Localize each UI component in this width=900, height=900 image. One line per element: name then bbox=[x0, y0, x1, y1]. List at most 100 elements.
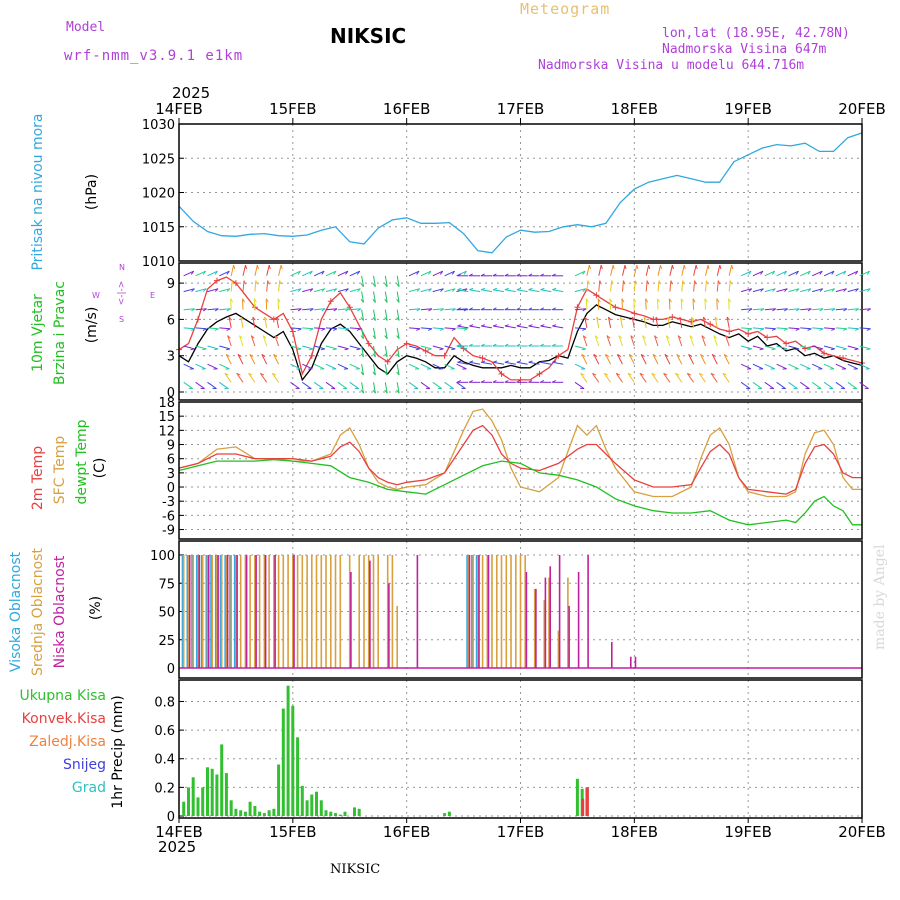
bar-cloud_high bbox=[219, 555, 222, 668]
wind-arrowhead bbox=[308, 348, 314, 351]
series-line-tsfc bbox=[178, 408, 862, 498]
wind-arrowhead bbox=[384, 389, 388, 394]
wind-arrowhead bbox=[191, 288, 195, 292]
gust-marker bbox=[764, 334, 771, 341]
wind-arrow bbox=[195, 381, 205, 390]
wind-arrowhead bbox=[695, 264, 698, 270]
bar-precip_total bbox=[353, 807, 356, 816]
wind-arrow bbox=[195, 270, 206, 277]
wind-arrow bbox=[314, 345, 325, 350]
wind-arrow bbox=[691, 317, 695, 328]
bar-precip_total bbox=[224, 773, 228, 816]
wind-arrowhead bbox=[689, 335, 694, 339]
model-label: Model bbox=[66, 20, 106, 35]
bar-cloud_mid bbox=[481, 555, 484, 668]
wind-arrow bbox=[290, 345, 302, 350]
wind-arrowhead bbox=[612, 264, 615, 270]
wind-arrow bbox=[195, 327, 207, 330]
wind-arrowhead bbox=[357, 288, 361, 292]
wind-arrow bbox=[824, 308, 836, 311]
wind-arrow bbox=[633, 264, 638, 276]
bar-cloud_low bbox=[535, 588, 537, 668]
wind-arrow bbox=[633, 280, 636, 292]
wind-arrow bbox=[516, 361, 528, 365]
wind-arrow bbox=[408, 288, 420, 293]
wind-arrowhead bbox=[582, 270, 586, 275]
wind-arrowhead bbox=[620, 316, 624, 321]
wind-arrow bbox=[693, 264, 697, 276]
wind-arrowhead bbox=[457, 379, 462, 383]
wind-arrow bbox=[764, 327, 776, 330]
wind-arrow bbox=[688, 354, 695, 365]
bar-precip_total bbox=[296, 737, 300, 816]
gust-marker bbox=[498, 370, 505, 377]
wind-arrowhead bbox=[633, 298, 637, 303]
wind-arrowhead bbox=[707, 264, 710, 270]
wind-arrow bbox=[609, 298, 612, 310]
wind-arrow bbox=[408, 345, 420, 350]
wind-arrow bbox=[314, 327, 326, 330]
wind-arrow bbox=[610, 280, 613, 292]
wind-arrowhead bbox=[551, 379, 556, 383]
bar-cloud_mid bbox=[206, 555, 209, 668]
wind-arrowhead bbox=[202, 288, 207, 292]
wind-arrowhead bbox=[191, 308, 195, 312]
wind-arrow bbox=[552, 325, 564, 329]
wind-arrowhead bbox=[582, 328, 587, 331]
wind-arrowhead bbox=[264, 316, 268, 321]
temp-unit-label: (C) bbox=[92, 458, 108, 479]
wind-arrowhead bbox=[516, 287, 521, 291]
x-date-label-bottom: 16FEB bbox=[383, 823, 430, 841]
x-date-label-bottom: 15FEB bbox=[269, 823, 316, 841]
bar-cloud_mid bbox=[263, 555, 266, 668]
wind-arrowhead bbox=[333, 308, 338, 312]
bar-cloud_mid bbox=[567, 577, 569, 668]
gust-marker bbox=[840, 355, 847, 362]
wind-arrowhead bbox=[463, 270, 467, 275]
wind-arrow bbox=[605, 354, 612, 365]
wind-arrowhead bbox=[540, 287, 545, 291]
wind-arrow bbox=[373, 291, 376, 303]
y-tick-label: 0.4 bbox=[154, 753, 175, 768]
gust-marker bbox=[612, 304, 619, 311]
wind-arrow bbox=[290, 270, 301, 277]
wind-arrow bbox=[273, 354, 280, 365]
wind-arrowhead bbox=[372, 298, 376, 303]
wind-arrow bbox=[432, 381, 443, 390]
panel-wind: 0 3 6 9 bbox=[167, 262, 865, 401]
wind-arrow bbox=[325, 270, 337, 277]
bar-precip_total bbox=[329, 811, 333, 816]
bar-cloud_low bbox=[630, 656, 632, 668]
wind-arrow bbox=[373, 382, 376, 394]
wind-arrowhead bbox=[783, 270, 787, 275]
wind-arrowhead bbox=[854, 270, 859, 275]
wind-arrowhead bbox=[657, 298, 661, 303]
gust-marker bbox=[650, 316, 657, 323]
wind-arrowhead bbox=[795, 308, 800, 312]
wind-arrowhead bbox=[866, 328, 871, 331]
bar-precip_total bbox=[229, 800, 233, 816]
wind-arrowhead bbox=[267, 280, 270, 285]
wind-arrowhead bbox=[202, 270, 207, 275]
wind-arrowhead bbox=[233, 264, 236, 270]
wind-arrowhead bbox=[428, 270, 432, 275]
bar-cloud_mid bbox=[211, 555, 213, 668]
wind-arrow bbox=[726, 317, 730, 328]
bar-precip_total bbox=[281, 708, 285, 816]
bar-precip_conv bbox=[585, 787, 589, 816]
gust-marker bbox=[270, 316, 277, 323]
wind-arrow bbox=[740, 345, 752, 350]
wind-arrow bbox=[248, 373, 256, 383]
bar-cloud_mid bbox=[306, 555, 308, 668]
wind-arrow bbox=[618, 335, 623, 347]
wind-arrow bbox=[693, 280, 696, 292]
wind-arrowhead bbox=[867, 288, 871, 292]
wind-arrow bbox=[265, 298, 268, 310]
wind-arrow bbox=[716, 298, 718, 310]
gust-marker bbox=[726, 328, 733, 335]
wind-arrowhead bbox=[713, 335, 718, 339]
wind-arrow bbox=[574, 363, 586, 370]
wind-arrow bbox=[711, 354, 718, 365]
x-date-label-top: 15FEB bbox=[269, 100, 316, 118]
